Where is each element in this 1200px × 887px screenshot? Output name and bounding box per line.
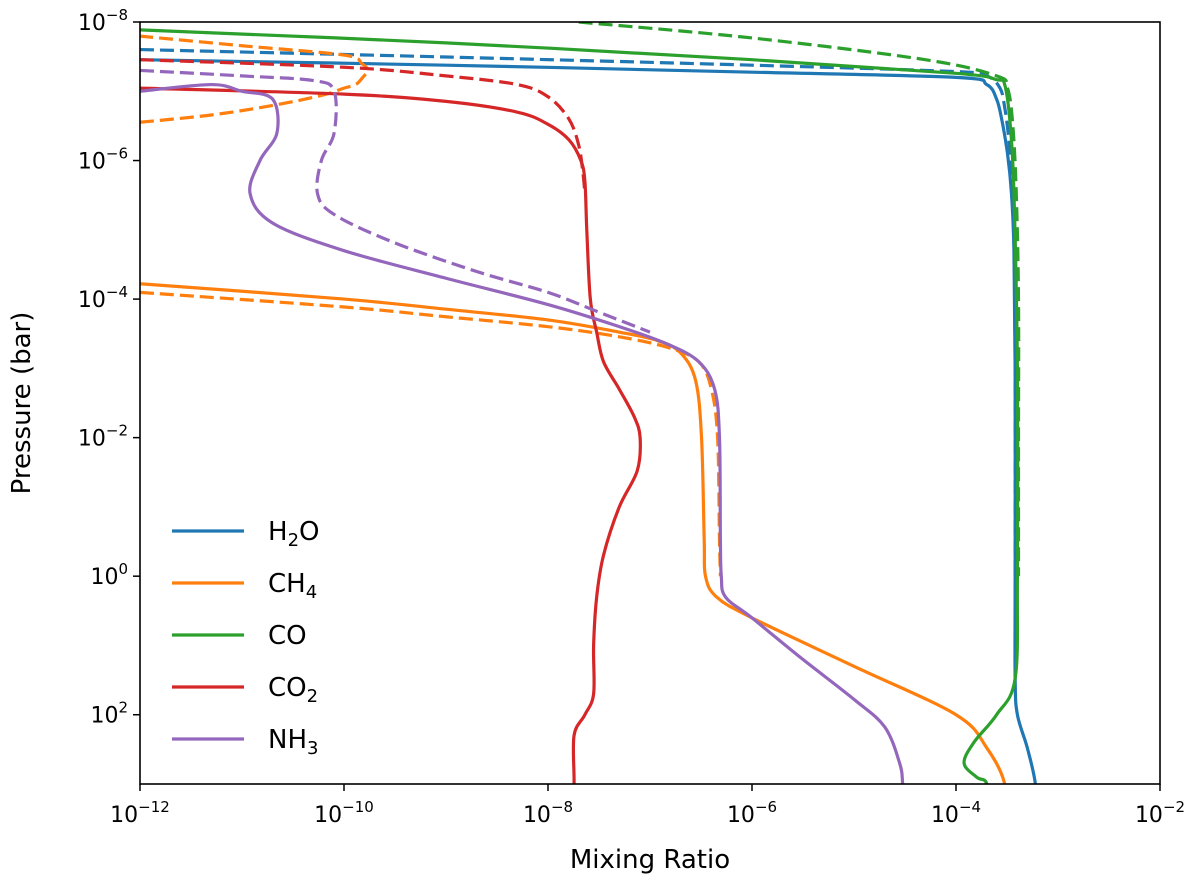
- series-line-ch4-solid: [140, 282, 1007, 784]
- legend-label-co2: CO2: [268, 673, 318, 707]
- legend-label-ch4: CH4: [268, 569, 317, 603]
- y-tick-label: 10−4: [78, 283, 128, 313]
- legend-label-co: CO: [268, 621, 307, 651]
- x-axis: 10−12 10−10 10−8 10−6 10−4 10−2: [110, 784, 1185, 828]
- y-tick-label: 102: [90, 699, 128, 729]
- plot-frame: [139, 21, 1161, 785]
- y-axis-label: Pressure (bar): [7, 312, 37, 495]
- series-line-nh3-dashed: [140, 68, 651, 334]
- legend-label-nh3: NH3: [268, 725, 318, 759]
- y-tick-label: 10−6: [78, 145, 128, 175]
- series-line-h2o-solid: [140, 58, 1037, 784]
- series-line-co-solid: [140, 28, 1020, 784]
- x-tick-label: 10−2: [1135, 798, 1185, 828]
- legend: H2O CH4 CO CO2 NH3: [172, 517, 319, 759]
- legend-label-h2o: H2O: [268, 517, 319, 551]
- series-line-co-dashed: [578, 22, 1021, 577]
- y-tick-label: 100: [90, 560, 128, 590]
- series-layer: [140, 22, 1037, 784]
- y-axis: 10−8 10−6 10−4 10−2 100 102: [78, 6, 140, 729]
- x-tick-label: 10−8: [523, 798, 573, 828]
- series-line-ch4-dashed-upper: [140, 34, 370, 124]
- y-tick-label: 10−8: [78, 6, 128, 36]
- series-line-co2-solid: [140, 86, 642, 784]
- series-line-ch4-dashed: [140, 290, 722, 577]
- x-tick-label: 10−4: [931, 798, 981, 828]
- y-tick-label: 10−2: [78, 422, 128, 452]
- x-axis-label: Mixing Ratio: [570, 845, 730, 875]
- x-tick-label: 10−12: [110, 798, 170, 828]
- series-line-h2o-dashed: [140, 47, 1017, 679]
- x-tick-label: 10−10: [314, 798, 374, 828]
- x-tick-label: 10−6: [727, 798, 777, 828]
- series-line-nh3-solid: [140, 82, 905, 784]
